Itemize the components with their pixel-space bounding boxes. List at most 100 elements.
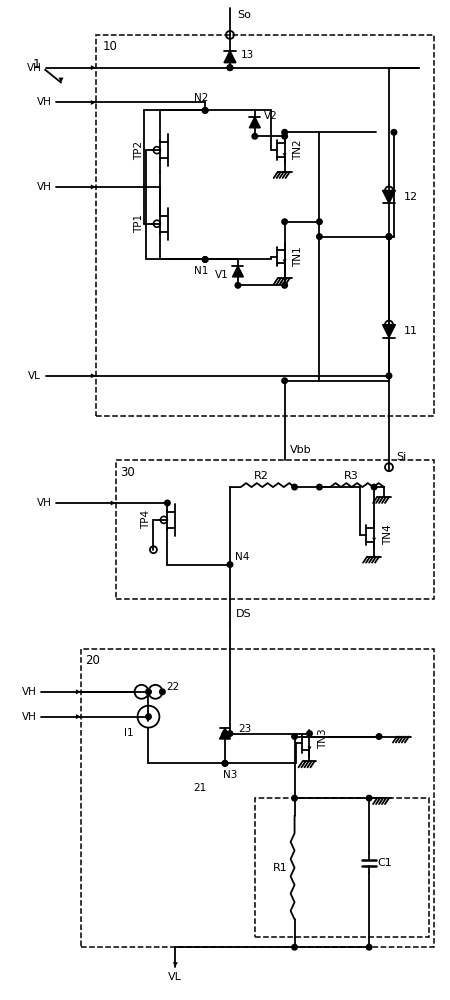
Circle shape — [160, 689, 165, 695]
Text: TN4: TN4 — [383, 524, 393, 545]
Polygon shape — [76, 689, 81, 694]
Circle shape — [317, 484, 322, 490]
Text: 11: 11 — [404, 326, 418, 336]
Polygon shape — [249, 117, 260, 128]
Text: N1: N1 — [194, 266, 208, 276]
Text: VH: VH — [22, 687, 36, 697]
Circle shape — [202, 257, 208, 262]
Polygon shape — [147, 717, 150, 721]
Circle shape — [146, 689, 151, 695]
Text: 21: 21 — [194, 783, 207, 793]
Bar — [116, 460, 434, 599]
Text: So: So — [237, 10, 251, 20]
Circle shape — [391, 130, 397, 135]
Circle shape — [386, 234, 392, 239]
Circle shape — [282, 219, 288, 225]
Bar — [81, 649, 434, 947]
Text: 12: 12 — [404, 192, 418, 202]
Circle shape — [292, 944, 297, 950]
Circle shape — [292, 795, 297, 801]
Polygon shape — [382, 190, 396, 203]
Text: V1: V1 — [215, 270, 229, 280]
Text: 13: 13 — [241, 50, 255, 60]
Text: V2: V2 — [264, 111, 278, 121]
Text: N3: N3 — [223, 770, 237, 780]
Polygon shape — [224, 51, 236, 63]
Circle shape — [146, 714, 151, 719]
Polygon shape — [233, 266, 243, 277]
Text: 30: 30 — [120, 466, 135, 479]
Text: TN3: TN3 — [319, 728, 328, 749]
Text: N2: N2 — [194, 93, 208, 103]
Circle shape — [227, 562, 233, 567]
Circle shape — [202, 257, 208, 262]
Circle shape — [282, 378, 288, 384]
Text: TP1: TP1 — [135, 214, 144, 233]
Text: VH: VH — [37, 182, 52, 192]
Text: C1: C1 — [378, 858, 392, 868]
Circle shape — [386, 234, 392, 239]
Polygon shape — [111, 500, 116, 505]
Circle shape — [307, 731, 312, 736]
Text: I1: I1 — [124, 728, 133, 738]
Text: R1: R1 — [273, 863, 288, 873]
Polygon shape — [382, 325, 396, 338]
Circle shape — [292, 484, 297, 490]
Text: VH: VH — [37, 97, 52, 107]
Polygon shape — [76, 714, 81, 719]
Text: VL: VL — [28, 371, 40, 381]
Polygon shape — [220, 728, 230, 739]
Text: N4: N4 — [235, 552, 249, 562]
Polygon shape — [91, 373, 96, 378]
Circle shape — [376, 734, 382, 739]
Text: 20: 20 — [86, 655, 100, 668]
Circle shape — [222, 761, 228, 766]
Circle shape — [222, 731, 228, 736]
Polygon shape — [372, 538, 376, 542]
Bar — [255, 798, 429, 937]
Text: VL: VL — [168, 972, 182, 982]
Circle shape — [227, 65, 233, 70]
Polygon shape — [58, 78, 63, 83]
Polygon shape — [91, 100, 96, 105]
Text: VH: VH — [37, 498, 52, 508]
Text: VH: VH — [27, 63, 41, 73]
Polygon shape — [173, 962, 178, 967]
Circle shape — [252, 133, 257, 139]
Circle shape — [386, 373, 392, 379]
Polygon shape — [283, 153, 287, 157]
Polygon shape — [91, 65, 96, 70]
Circle shape — [386, 234, 392, 239]
Circle shape — [202, 108, 208, 113]
Circle shape — [292, 734, 297, 739]
Text: 1: 1 — [32, 58, 40, 71]
Circle shape — [227, 65, 233, 70]
Text: TN2: TN2 — [293, 140, 304, 160]
Circle shape — [317, 219, 322, 225]
Circle shape — [202, 108, 208, 113]
Circle shape — [235, 283, 241, 288]
Text: 10: 10 — [102, 40, 117, 53]
Circle shape — [227, 731, 233, 736]
Circle shape — [317, 234, 322, 239]
Circle shape — [371, 484, 377, 490]
Text: DS: DS — [236, 609, 252, 619]
Circle shape — [366, 944, 372, 950]
Circle shape — [282, 130, 288, 135]
Text: VH: VH — [22, 712, 36, 722]
Circle shape — [282, 283, 288, 288]
Circle shape — [165, 500, 170, 506]
Text: TN1: TN1 — [293, 246, 304, 267]
Text: Vbb: Vbb — [290, 445, 311, 455]
Circle shape — [222, 761, 228, 766]
Text: R3: R3 — [344, 471, 359, 481]
Text: TP4: TP4 — [141, 510, 152, 529]
Polygon shape — [91, 184, 96, 189]
Text: Si: Si — [396, 452, 406, 462]
Polygon shape — [307, 746, 311, 750]
Circle shape — [282, 133, 288, 139]
Circle shape — [366, 795, 372, 801]
Text: 23: 23 — [238, 724, 252, 734]
Text: 22: 22 — [166, 682, 180, 692]
Polygon shape — [283, 259, 287, 263]
